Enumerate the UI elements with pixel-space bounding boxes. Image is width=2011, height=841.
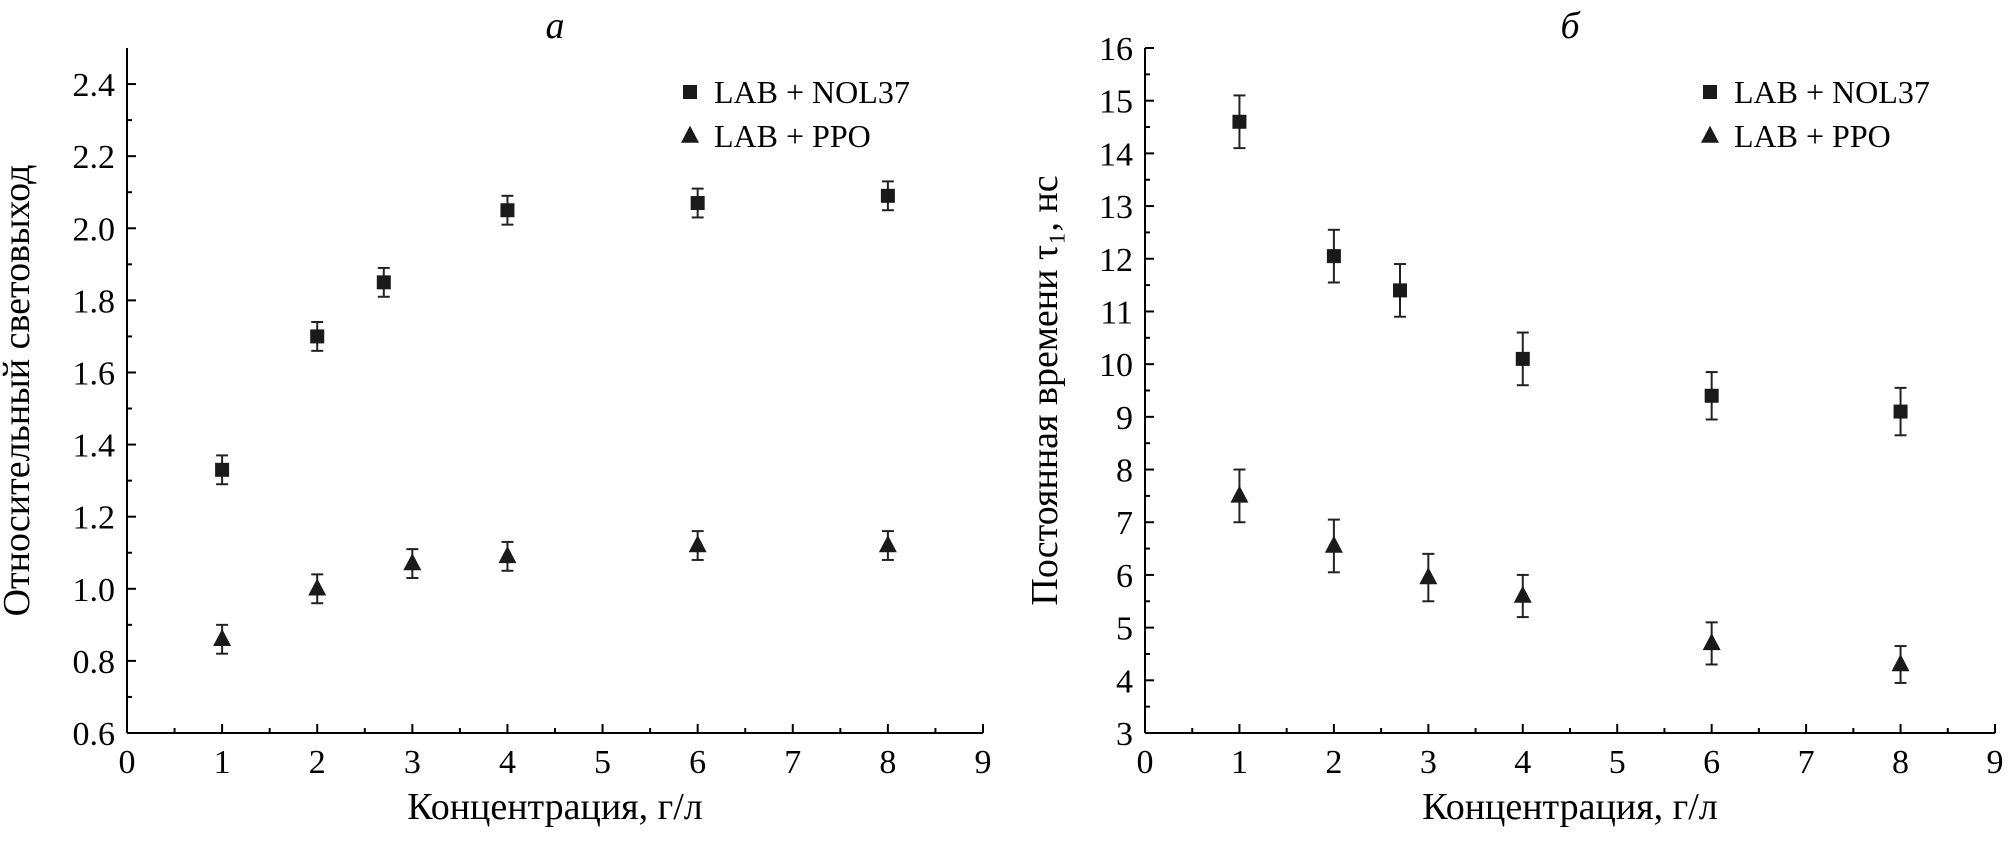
chart-a-legend-marker — [683, 85, 697, 99]
chart-a-x-tick-label: 4 — [499, 744, 516, 781]
chart-a-x-tick-label: 9 — [975, 744, 992, 781]
chart-b-data-point — [1515, 351, 1530, 366]
chart-b-x-tick-label: 5 — [1609, 744, 1626, 781]
chart-a-x-tick-label: 2 — [309, 744, 326, 781]
chart-a-legend-label: LAB + PPO — [714, 118, 871, 154]
chart-b-y-tick-label: 10 — [1099, 347, 1133, 384]
chart-a-y-tick-label: 1.0 — [73, 572, 116, 609]
chart-a-y-tick-label: 1.8 — [73, 283, 116, 320]
chart-b-y-tick-label: 13 — [1099, 189, 1133, 226]
chart-a-series-ppo — [213, 530, 897, 655]
chart-b-y-tick-label: 8 — [1116, 453, 1133, 490]
chart-b-data-point — [1702, 633, 1721, 651]
chart-a-x-tick-label: 6 — [689, 744, 706, 781]
chart-b-series-ppo — [1230, 468, 1910, 684]
chart-a-x-tick-label: 7 — [784, 744, 801, 781]
panel-a: 0 1 2 3 4 5 6 7 8 9 0.6 0.8 1.0 1.2 1.4 1.6 1.8 2.0 2.2 2.4… — [0, 5, 992, 828]
chart-a-y-tick-label: 1.4 — [73, 428, 116, 465]
chart-a-data-point — [215, 462, 230, 477]
chart-b-title: б — [1560, 5, 1581, 47]
chart-b-data-point — [1393, 283, 1407, 298]
chart-b-y-tick-label: 15 — [1099, 84, 1133, 121]
chart-a-data-point — [403, 553, 422, 571]
chart-b-y-tick-label: 14 — [1099, 136, 1133, 173]
chart-a-data-point — [878, 535, 897, 553]
chart-b-legend-label: LAB + PPO — [1734, 118, 1891, 154]
chart-a-x-tick-label: 0 — [119, 744, 136, 781]
chart-b-data-point — [1230, 485, 1249, 503]
chart-a-y-tick-label: 0.6 — [73, 716, 116, 753]
chart-a-legend-label: LAB + NOL37 — [714, 74, 910, 110]
chart-b-x-tick-label: 7 — [1798, 744, 1815, 781]
chart-b-x-tick-label: 0 — [1137, 744, 1154, 781]
chart-b-y-tick-label: 11 — [1100, 294, 1133, 331]
chart-a-y-tick-label: 1.6 — [73, 355, 116, 392]
chart-b-x-tick-label: 3 — [1420, 744, 1437, 781]
chart-b-y-tick-label: 9 — [1116, 400, 1133, 437]
chart-a-data-point — [880, 188, 895, 203]
chart-b-x-axis-label: Концентрация, г/л — [1422, 786, 1718, 828]
chart-b-data-point — [1324, 535, 1343, 553]
chart-b-data-point — [1419, 567, 1438, 585]
chart-a-data-point — [498, 545, 517, 564]
chart-a-y-tick-label: 2.2 — [73, 139, 116, 176]
chart-b-y-axis-label: Постоянная времени τ₁, нс — [1024, 175, 1066, 605]
chart-b-y-tick-label: 6 — [1116, 558, 1133, 595]
chart-b-x-tick-label: 6 — [1703, 744, 1720, 781]
chart-b-data-point — [1232, 114, 1247, 129]
chart-a-y-tick-label: 2.4 — [73, 67, 116, 104]
chart-b-y-tick-label: 4 — [1116, 663, 1133, 700]
chart-b-legend-marker — [1701, 125, 1719, 143]
chart-b-data-point — [1891, 654, 1910, 672]
chart-b-x-tick-label: 9 — [1987, 744, 2004, 781]
chart-a-data-point — [376, 275, 391, 290]
chart-b-legend-marker — [1703, 85, 1717, 99]
chart-b-y-tick-label: 16 — [1099, 31, 1133, 68]
chart-a-y-axis-label: Относительный световыход — [0, 165, 38, 617]
chart-a-data-point — [308, 578, 327, 596]
chart-b-x-tick-label: 8 — [1892, 744, 1909, 781]
chart-a-legend-marker — [681, 125, 699, 143]
chart-b-data-point — [1704, 388, 1719, 403]
chart-a-y-tick-label: 2.0 — [73, 211, 116, 248]
chart-a-y-tick-label: 0.8 — [73, 644, 116, 681]
chart-b-x-tick-label: 2 — [1325, 744, 1342, 781]
chart-b-legend-label: LAB + NOL37 — [1734, 74, 1930, 110]
chart-b-y-tick-label: 7 — [1116, 505, 1133, 542]
chart-a-data-point — [310, 329, 325, 344]
chart-a-series-nol37 — [215, 180, 895, 486]
chart-b-y-tick-label: 3 — [1116, 716, 1133, 753]
chart-b-data-point — [1513, 585, 1532, 603]
chart-b-series-nol37 — [1232, 94, 1908, 437]
chart-a-x-tick-label: 3 — [404, 744, 421, 781]
chart-a-x-tick-label: 5 — [594, 744, 611, 781]
panel-b: 0 1 2 3 4 5 6 7 8 9345678910111213141516бКонцентр… — [1024, 5, 2004, 828]
chart-a-data-point — [213, 628, 232, 647]
chart-a-data-point — [500, 203, 515, 218]
chart-a-title: a — [546, 5, 565, 47]
chart-a-data-point — [690, 196, 705, 211]
chart-a-x-tick-label: 8 — [879, 744, 896, 781]
chart-b-x-tick-label: 4 — [1514, 744, 1531, 781]
chart-a-data-point — [688, 535, 707, 553]
chart-a-x-tick-label: 1 — [214, 744, 231, 781]
chart-a-y-tick-label: 1.2 — [73, 500, 116, 537]
chart-b-y-tick-label: 5 — [1116, 611, 1133, 648]
chart-b-data-point — [1326, 249, 1341, 264]
chart-b-y-tick-label: 12 — [1099, 242, 1133, 279]
chart-b-data-point — [1893, 404, 1908, 419]
chart-b-x-tick-label: 1 — [1231, 744, 1248, 781]
chart-a-x-axis-label: Концентрация, г/л — [407, 786, 703, 828]
